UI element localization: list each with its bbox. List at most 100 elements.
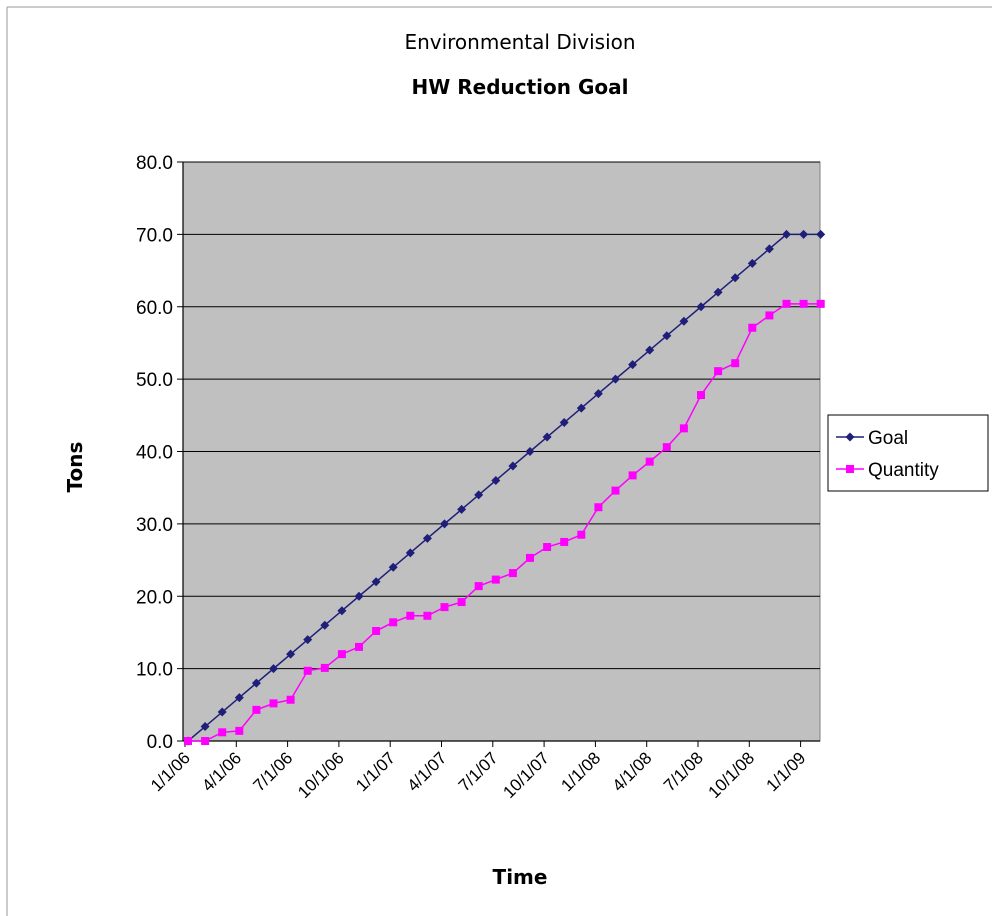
goal-point [200,722,210,732]
quantity-point [303,666,312,675]
x-tick-label: 1/1/06 [147,748,194,795]
quantity-point [526,553,534,562]
quantity-point [679,424,688,433]
legend-label-quantity: Quantity [868,460,939,481]
goal-point [576,403,586,413]
quantity-point [645,457,654,466]
y-tick-label: 60.0 [136,298,173,319]
quantity-point [320,663,329,672]
quantity-point [269,699,278,708]
goal-point [251,678,261,688]
quantity-point [560,537,569,546]
legend: Goal Quantity [827,414,989,492]
chart-title: Environmental Division [404,30,636,54]
x-tick-label: 4/1/07 [403,748,450,795]
goal-point [269,664,278,674]
quantity-point [440,603,449,612]
goal-point [611,374,620,384]
x-tick-label: 7/1/07 [455,748,502,795]
quantity-point [611,486,620,495]
quantity-point [782,299,791,308]
goal-point [782,229,791,239]
quantity-point [577,530,586,539]
quantity-point [714,367,723,376]
goal-point [371,577,381,587]
goal-point [388,562,398,572]
plot-area: 0.0 10.0 20.0 30.0 40.0 50.0 60.0 70.0 80.0 1/1/0… [136,153,826,802]
quantity-point [594,503,603,512]
x-tick-label: 1/1/07 [352,748,399,795]
goal-point [320,620,330,630]
y-tick-label: 20.0 [136,587,173,608]
x-axis-label: Time [492,865,548,889]
goal-point [457,504,467,514]
x-tick-label: 7/1/06 [250,748,297,795]
quantity-point [406,611,415,620]
goal-point [764,244,774,254]
quantity-point [389,618,398,627]
quantity-point [474,582,483,591]
quantity-point [816,299,825,308]
goal-point [337,606,347,616]
legend-label-goal: Goal [868,428,908,449]
series-line-goal [187,233,821,742]
quantity-point [799,299,808,308]
y-tick-label: 70.0 [136,225,173,246]
y-tick-label: 40.0 [136,443,173,464]
goal-point [474,490,484,500]
goal-point [405,548,415,558]
quantity-point [235,726,244,735]
chart-subtitle: HW Reduction Goal [411,75,629,99]
quantity-point [372,626,381,635]
legend-marker-quantity [846,465,854,473]
goal-point [354,591,364,601]
goal-point [303,635,313,645]
x-tick-label: 7/1/08 [660,748,707,795]
y-tick-label: 10.0 [136,660,173,681]
goal-point [593,389,603,399]
goal-point [422,533,432,543]
quantity-point [628,471,637,480]
quantity-point [508,569,517,578]
x-tick-label: 10/1/06 [294,748,348,802]
quantity-point [252,705,261,714]
x-tick-label: 4/1/06 [198,748,245,795]
x-tick-label: 4/1/08 [609,748,656,795]
goal-point [645,345,655,355]
y-tick-label: 0.0 [147,732,173,753]
legend-marker-goal [845,432,855,442]
goal-point [286,649,296,659]
quantity-point [457,598,466,607]
goal-point [747,258,757,268]
goal-point [730,273,740,283]
quantity-point [184,737,192,745]
quantity-point [286,695,295,704]
x-tick-label: 1/1/09 [763,748,810,795]
goal-point [696,302,706,312]
quantity-point [423,611,432,620]
y-tick-label: 50.0 [136,370,173,391]
quantity-point [491,575,500,584]
quantity-point [201,737,210,745]
quantity-point [218,728,227,737]
goal-point [799,229,809,239]
x-tick-label: 10/1/07 [499,748,553,802]
quantity-point [765,311,774,320]
quantity-point [337,650,346,659]
goal-point [679,316,689,326]
goal-point [491,475,501,485]
quantity-point [731,359,740,368]
goal-point [628,360,638,370]
goal-point [662,331,672,341]
goal-point [816,229,826,239]
quantity-point [662,443,671,452]
goal-point [525,447,535,456]
goal-point [217,707,227,717]
quantity-point [748,323,757,332]
x-tick-label: 10/1/08 [705,748,759,802]
y-tick-label: 30.0 [136,515,173,536]
goal-point [508,461,518,471]
legend-box [827,414,989,492]
